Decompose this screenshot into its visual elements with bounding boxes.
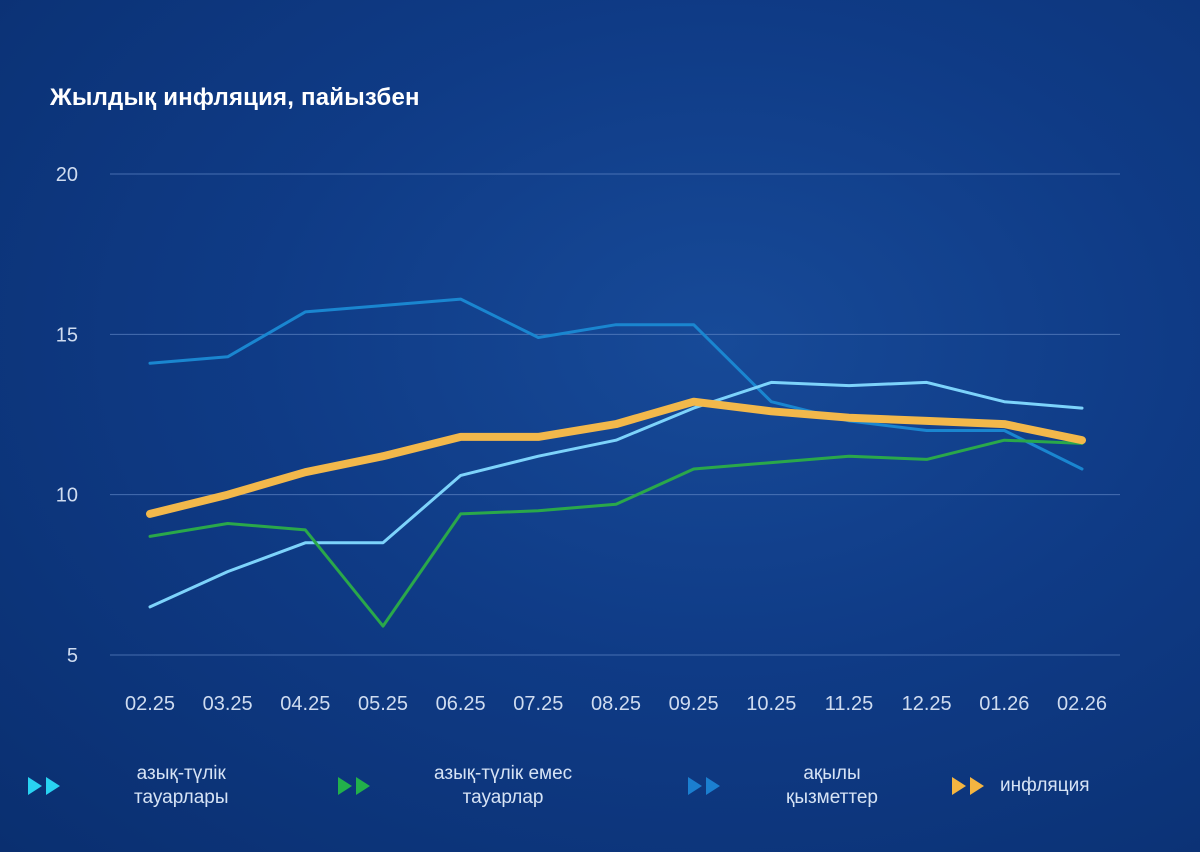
x-tick-label: 06.25 (436, 693, 486, 715)
x-tick-label: 01.26 (979, 693, 1029, 715)
x-tick-label: 05.25 (358, 693, 408, 715)
y-tick-label: 5 (67, 645, 78, 667)
series-line-3 (146, 397, 1086, 518)
x-tick-label: 09.25 (669, 693, 719, 715)
x-tick-label: 08.25 (591, 693, 641, 715)
series-line-2 (148, 297, 1084, 471)
legend-item-food: азық-түлік тауарлары (28, 762, 229, 810)
inflation-line-chart: 5 10 15 20 02.25 03.25 04.25 05.25 06.25 07.25 08… (56, 164, 1120, 715)
series-line-1 (148, 438, 1084, 628)
legend-item-services: ақылы қызметтер (688, 762, 878, 810)
x-tick-label: 04.25 (280, 693, 330, 715)
y-tick-label: 20 (56, 164, 78, 186)
x-tick-label: 10.25 (746, 693, 796, 715)
legend-item-inflation: инфляция (952, 774, 1089, 798)
x-tick-label: 12.25 (902, 693, 952, 715)
legend-label-services: ақылы қызметтер (786, 763, 879, 808)
x-tick-label: 02.26 (1057, 693, 1107, 715)
x-tick-label: 02.25 (125, 693, 175, 715)
legend-label-nonfood: азық-түлік емес тауарлар (434, 763, 573, 808)
legend-item-nonfood: азық-түлік емес тауарлар (338, 762, 572, 810)
legend-label-food: азық-түлік тауарлары (134, 763, 229, 808)
x-tick-label: 11.25 (825, 693, 874, 715)
play-arrows-icon (28, 775, 68, 797)
x-tick-label: 03.25 (203, 693, 253, 715)
play-arrows-icon (952, 775, 992, 797)
play-arrows-icon (338, 775, 378, 797)
legend-label-inflation: инфляция (1000, 775, 1090, 796)
series-line-0 (148, 380, 1084, 609)
play-arrows-icon (688, 775, 728, 797)
y-tick-label: 15 (56, 324, 78, 346)
y-tick-label: 10 (56, 485, 78, 507)
chart-title: Жылдық инфляция, пайызбен (50, 84, 420, 111)
x-tick-label: 07.25 (513, 693, 563, 715)
